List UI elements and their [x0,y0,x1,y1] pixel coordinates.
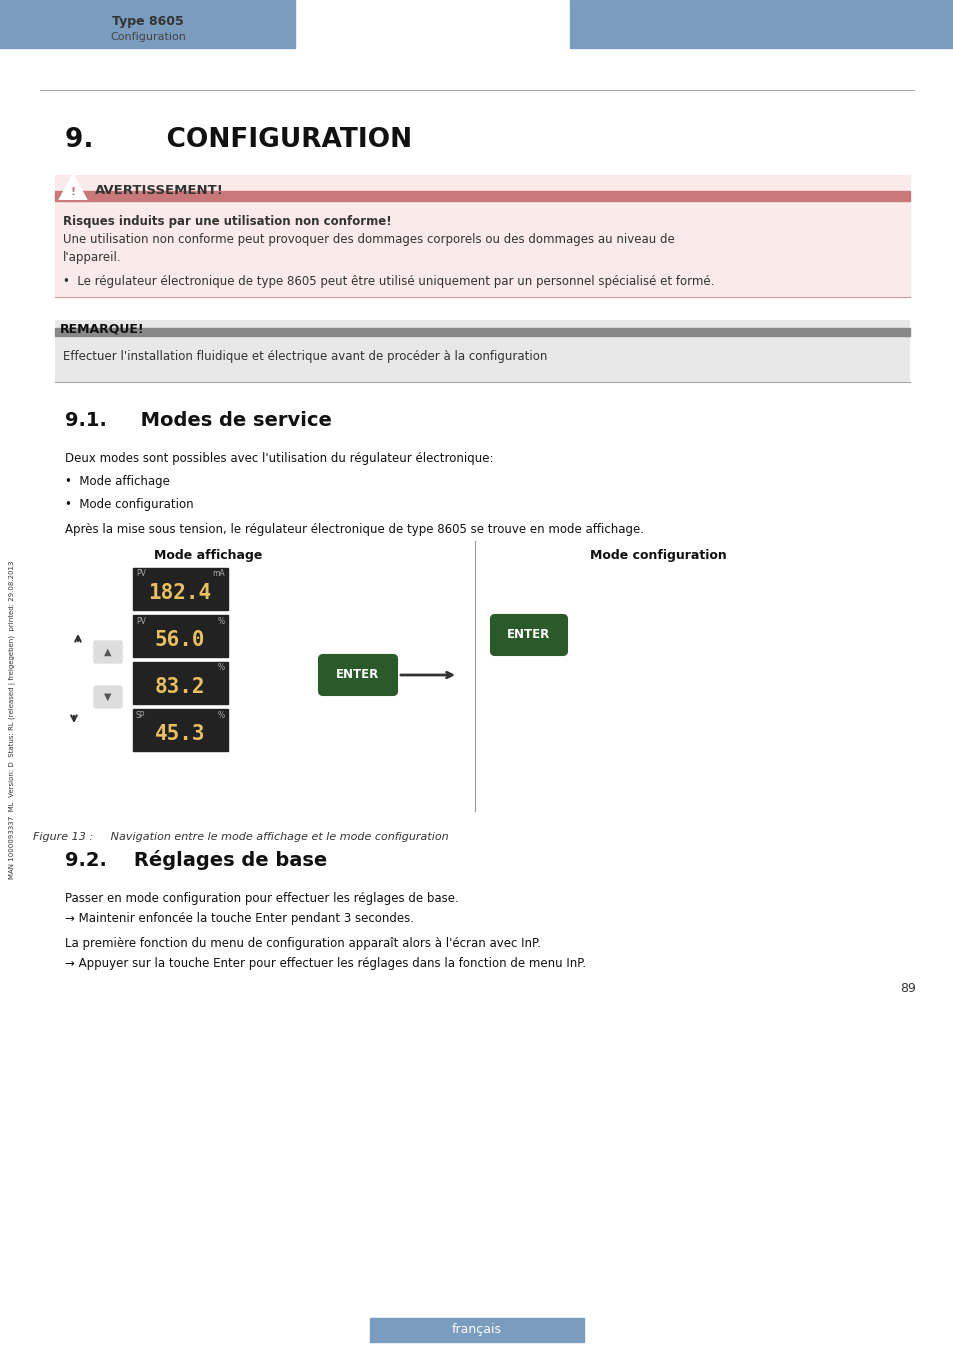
Text: !: ! [71,188,75,197]
Text: 89: 89 [900,981,915,995]
FancyBboxPatch shape [94,641,122,663]
Text: MAN 1000093337  ML  Version: D  Status: RL (released | freigegeben)  printed: 29: MAN 1000093337 ML Version: D Status: RL … [10,560,16,879]
FancyBboxPatch shape [94,686,122,707]
Text: 9.        CONFIGURATION: 9. CONFIGURATION [65,127,412,153]
Text: français: français [452,1323,501,1336]
Text: Type 8605: Type 8605 [112,15,184,28]
Text: 9.2.    Réglages de base: 9.2. Réglages de base [65,850,327,869]
Text: Mode affichage: Mode affichage [153,549,262,563]
Text: Configuration: Configuration [110,32,186,42]
Text: ENTER: ENTER [336,668,379,682]
Text: Passer en mode configuration pour effectuer les réglages de base.: Passer en mode configuration pour effect… [65,892,458,904]
Bar [132,616,228,657]
Bar [575,701,664,734]
Text: → Maintenir enfoncée la touche Enter pendant 3 secondes.: → Maintenir enfoncée la touche Enter pen… [65,913,414,925]
Text: SP: SP [136,710,145,720]
Bar [55,190,909,201]
Bar [55,320,909,382]
Text: Effectuer l'installation fluidique et électrique avant de procéder à la configur: Effectuer l'installation fluidique et él… [63,350,547,363]
Text: %: % [217,710,225,720]
Text: REMARQUE!: REMARQUE! [60,323,145,336]
Text: •  Le régulateur électronique de type 8605 peut être utilisé uniquement par un p: • Le régulateur électronique de type 860… [63,275,714,288]
Text: FLUID CONTROL SYSTEMS: FLUID CONTROL SYSTEMS [680,34,779,42]
Bar [55,176,909,297]
Bar [132,662,228,703]
Text: ENTER: ENTER [507,629,550,641]
Text: %: % [217,663,225,672]
Text: → Appuyer sur la touche Enter pour effectuer les réglages dans la fonction de me: → Appuyer sur la touche Enter pour effec… [65,957,585,971]
Text: 9.1.     Modes de service: 9.1. Modes de service [65,410,332,429]
Text: AVERTISSEMENT!: AVERTISSEMENT! [95,185,224,197]
Polygon shape [60,176,86,198]
Text: 182.4: 182.4 [149,583,212,603]
Text: PV: PV [136,570,146,579]
Text: ▲: ▲ [104,647,112,657]
Text: Après la mise sous tension, le régulateur électronique de type 8605 se trouve en: Après la mise sous tension, le régulateu… [65,522,643,536]
Text: PV: PV [136,617,146,625]
Bar [55,328,909,336]
Bar [555,580,684,775]
Bar [28,540,923,811]
Text: mA: mA [213,570,225,579]
Text: bürkert: bürkert [685,12,773,32]
Bar [370,1318,583,1342]
Text: 56.0: 56.0 [154,630,205,649]
FancyBboxPatch shape [318,655,396,695]
Text: Deux modes sont possibles avec l'utilisation du régulateur électronique:: Deux modes sont possibles avec l'utilisa… [65,452,493,464]
Text: •  Mode affichage: • Mode affichage [65,475,170,487]
Bar [0,0,294,49]
Text: La première fonction du menu de configuration apparaît alors à l'écran avec InP.: La première fonction du menu de configur… [65,937,540,950]
Text: Mode configuration: Mode configuration [589,549,725,563]
Text: Figure 13 :     Navigation entre le mode affichage et le mode configuration: Figure 13 : Navigation entre le mode aff… [33,832,448,842]
Text: 45.3: 45.3 [154,724,205,744]
Text: ▼: ▼ [104,693,112,702]
Bar [569,0,953,49]
Bar [132,709,228,751]
Text: •  Mode configuration: • Mode configuration [65,498,193,512]
FancyBboxPatch shape [491,616,566,655]
Bar [132,568,228,610]
Text: Risques induits par une utilisation non conforme!: Risques induits par une utilisation non … [63,215,392,228]
Text: Une utilisation non conforme peut provoquer des dommages corporels ou des dommag: Une utilisation non conforme peut provoq… [63,234,674,265]
Text: 83.2: 83.2 [154,676,205,697]
Text: %: % [217,617,225,625]
